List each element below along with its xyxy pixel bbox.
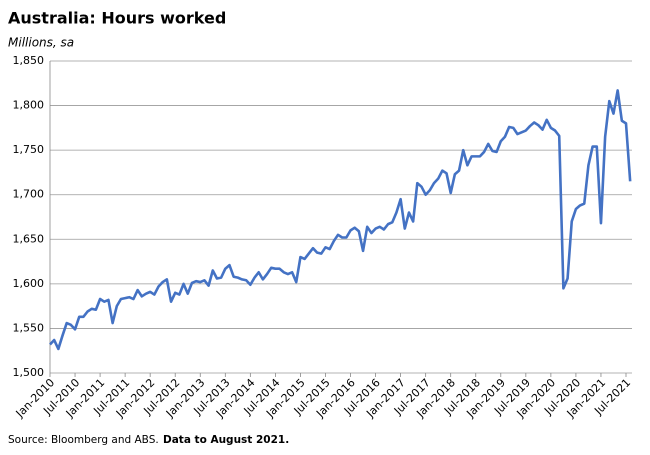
y-tick-label: 1,550 bbox=[13, 321, 45, 334]
y-tick-label: 1,850 bbox=[13, 54, 45, 67]
y-tick-label: 1,750 bbox=[13, 143, 45, 156]
y-tick-label: 1,500 bbox=[13, 366, 45, 379]
chart-subtitle: Millions, sa bbox=[8, 36, 74, 50]
data-note: Data to August 2021. bbox=[163, 434, 289, 446]
line-series bbox=[49, 89, 632, 351]
y-tick-label: 1,800 bbox=[13, 99, 45, 112]
y-tick-label: 1,700 bbox=[13, 188, 45, 201]
chart-title: Australia: Hours worked bbox=[8, 9, 226, 28]
source-note: Source: Bloomberg and ABS. bbox=[8, 434, 159, 446]
y-tick-label: 1,600 bbox=[13, 277, 45, 290]
y-tick-label: 1,650 bbox=[13, 232, 45, 245]
